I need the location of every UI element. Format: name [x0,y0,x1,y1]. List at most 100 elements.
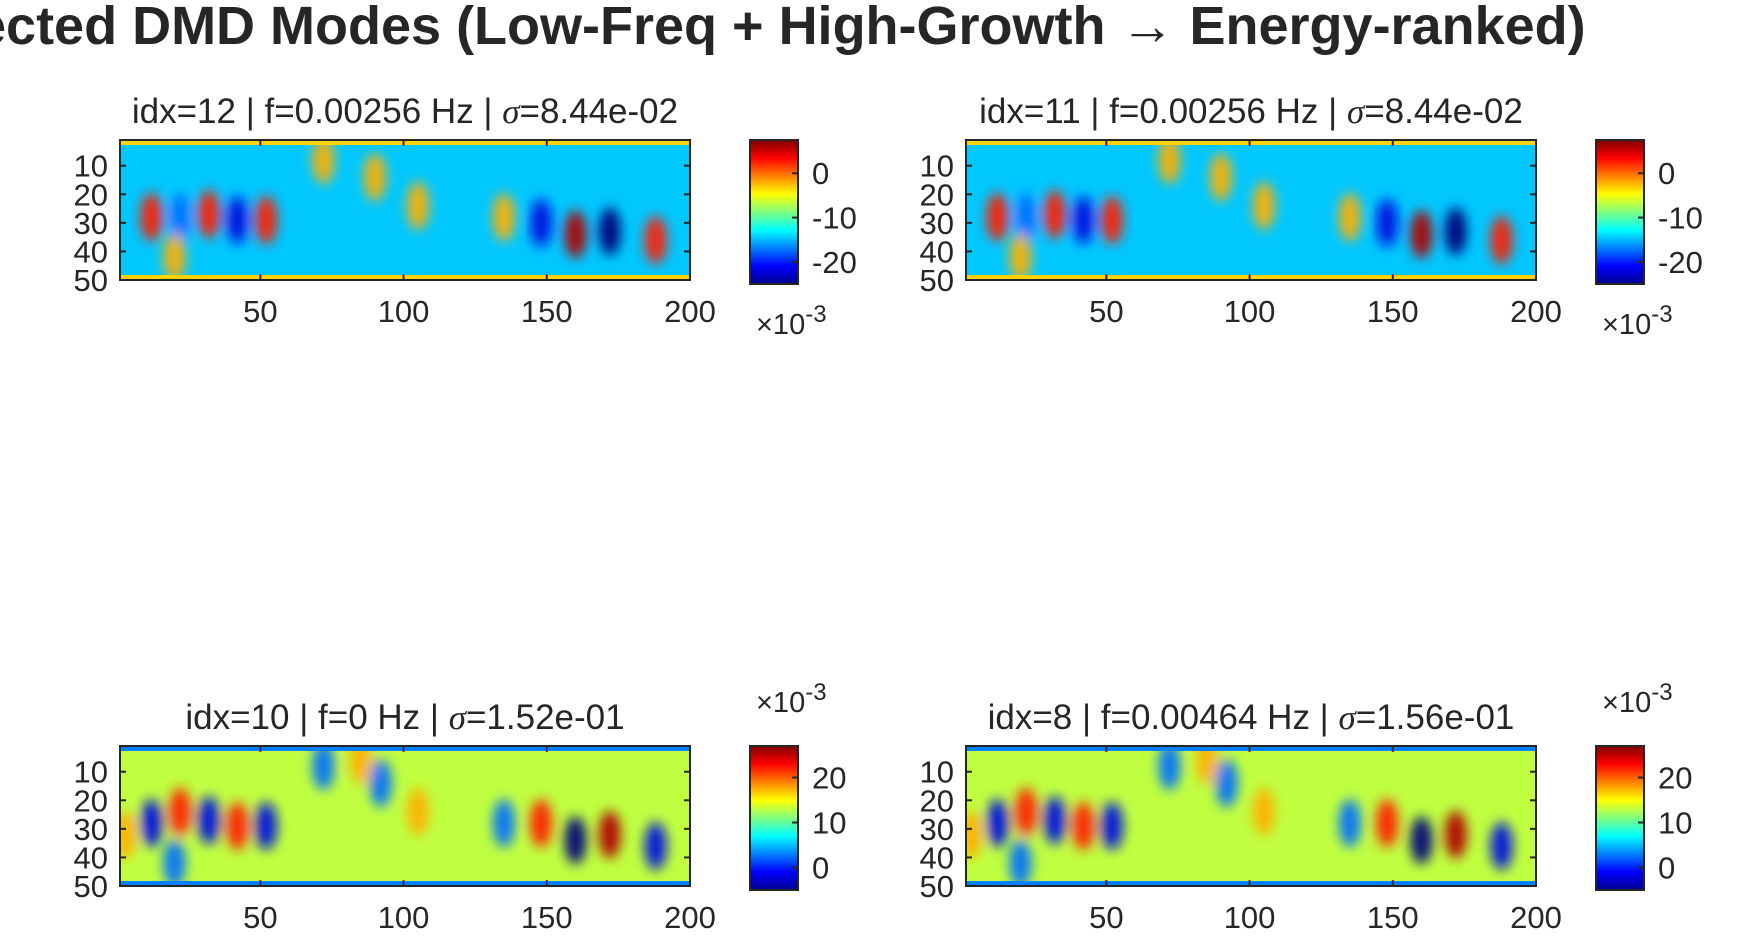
suptitle-text: ected DMD Modes (Low-Freq + High-Growth … [0,0,1586,56]
y-tick-label: 40 [74,234,108,269]
mode-blob [598,207,621,256]
axes-box [965,745,1537,887]
edge-band-bottom [966,275,1536,280]
y-tick-label: 50 [920,263,954,298]
axes-box [119,745,691,887]
mode-blob [255,802,278,850]
mode-blob [1215,759,1238,808]
panel-title-value: =8.44e-02 [1364,92,1523,131]
mode-blob [163,839,186,886]
heatmap-field [120,746,690,886]
colorbar-tick-label: 0 [812,156,829,191]
mode-blob [1410,816,1433,865]
mode-blob [169,787,192,836]
mode-blob [1252,787,1275,836]
panel-title-prefix: idx=8 | f=0.00464 Hz | [988,698,1339,737]
mode-blob [1376,799,1399,848]
panel-title-prefix: idx=12 | f=0.00256 Hz | [132,92,502,131]
colorbar-exponent: ×10-3 [756,679,827,719]
y-tick-label: 20 [920,177,954,212]
mode-blob [1158,140,1181,184]
mode-blob [564,816,587,865]
colorbar-tick-label: -20 [1658,245,1703,280]
mode-blob [349,746,372,785]
y-tick-label: 30 [920,812,954,847]
x-tick-label: 50 [243,294,277,329]
colorbar-tick-label: -10 [1658,201,1703,236]
panel-title-prefix: idx=11 | f=0.00256 Hz | [979,92,1347,131]
colorbar-tick-label: 0 [812,851,829,886]
y-tick-label: 50 [920,869,954,904]
x-tick-label: 50 [1089,294,1123,329]
x-tick-label: 100 [378,900,430,935]
mode-blob [986,193,1009,242]
colorbar-gradient [1595,745,1645,891]
panel-title-value: =1.52e-01 [466,698,625,737]
panel-title-prefix: idx=10 | f=0 Hz | [185,698,448,737]
mode-blob [197,190,220,239]
mode-blob [644,216,667,264]
edge-band-top [966,140,1536,145]
y-tick-label: 10 [74,755,108,790]
mode-blob [1490,822,1513,870]
colorbar-tick-label: -10 [812,201,857,236]
y-tick-label: 40 [920,840,954,875]
y-tick-label: 30 [74,206,108,241]
mode-blob [140,193,163,242]
heatmap-field [966,140,1536,280]
mode-blob [1376,198,1399,247]
mode-blob [312,746,335,790]
colorbar-tick-label: 10 [812,806,846,841]
colorbar-tick-label: -20 [812,245,857,280]
colorbar-gradient [749,139,799,285]
mode-blob [1252,181,1275,230]
y-tick-label: 10 [74,149,108,184]
mode-blob [1072,802,1095,850]
y-tick-label: 10 [920,755,954,790]
mode-blob [1043,796,1066,845]
heatmap-field [120,140,690,280]
colorbar: 0 -10 -20 ×10-3 [749,139,857,341]
mode-blob [1490,216,1513,264]
x-tick-label: 200 [1510,900,1562,935]
edge-band-top [966,746,1536,751]
colorbar-exponent: ×10-3 [1602,301,1673,341]
mode-blob [226,802,249,850]
x-tick-label: 100 [1224,900,1276,935]
panel-title-value: =8.44e-02 [520,92,679,131]
colorbar-tick-label: 20 [812,761,846,796]
mode-blob [492,799,515,848]
mode-blob [1209,153,1232,202]
mode-blob [163,233,186,280]
mode-blob [120,810,137,859]
mode-blob [406,181,429,230]
colorbar-exponent: ×10-3 [756,301,827,341]
y-tick-label: 50 [74,869,108,904]
x-tick-label: 200 [664,900,716,935]
mode-blob [530,799,553,848]
mode-blob [1444,810,1467,859]
x-tick-label: 200 [664,294,716,329]
y-tick-label: 50 [74,263,108,298]
colorbar-exponent: ×10-3 [1602,679,1673,719]
panel-title: idx=8 | f=0.00464 Hz | σ=1.56e-01 [988,698,1515,737]
panel-title: idx=12 | f=0.00256 Hz | σ=8.44e-02 [132,92,678,131]
mode-blob [530,198,553,247]
edge-band-bottom [120,275,690,280]
mode-blob [1009,233,1032,280]
edge-band-bottom [120,881,690,886]
mode-blob [1338,799,1361,848]
mode-blob [140,799,163,848]
mode-blob [363,153,386,202]
y-tick-label: 10 [920,149,954,184]
mode-blob [369,759,392,808]
mode-blob [255,196,278,244]
panel-title-value: =1.56e-01 [1356,698,1515,737]
axes-box [965,139,1537,281]
mode-blob [644,822,667,870]
x-tick-label: 200 [1510,294,1562,329]
